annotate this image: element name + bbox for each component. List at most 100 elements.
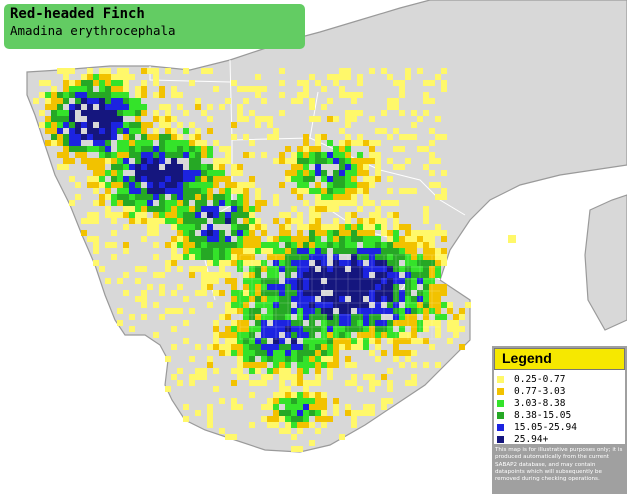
grid-cell	[381, 320, 387, 326]
grid-cell	[99, 122, 105, 128]
grid-cell	[237, 206, 243, 212]
grid-cell	[303, 146, 309, 152]
grid-cell	[177, 308, 183, 314]
grid-cell	[327, 266, 333, 272]
grid-cell	[297, 362, 303, 368]
grid-cell	[399, 320, 405, 326]
grid-cell	[81, 230, 87, 236]
grid-cell	[303, 416, 309, 422]
grid-cell	[309, 290, 315, 296]
grid-cell	[417, 278, 423, 284]
grid-cell	[291, 350, 297, 356]
grid-cell	[363, 410, 369, 416]
grid-cell	[435, 308, 441, 314]
grid-cell	[423, 284, 429, 290]
grid-cell	[51, 92, 57, 98]
grid-cell	[141, 200, 147, 206]
grid-cell	[291, 266, 297, 272]
grid-cell	[171, 254, 177, 260]
grid-cell	[315, 374, 321, 380]
grid-cell	[381, 272, 387, 278]
grid-cell	[333, 350, 339, 356]
grid-cell	[267, 236, 273, 242]
grid-cell	[129, 152, 135, 158]
grid-cell	[381, 350, 387, 356]
grid-cell	[237, 224, 243, 230]
grid-cell	[303, 332, 309, 338]
grid-cell	[249, 338, 255, 344]
grid-cell	[183, 230, 189, 236]
grid-cell	[201, 242, 207, 248]
grid-cell	[231, 122, 237, 128]
grid-cell	[333, 218, 339, 224]
grid-cell	[267, 278, 273, 284]
grid-cell	[273, 350, 279, 356]
grid-cell	[429, 296, 435, 302]
grid-cell	[225, 98, 231, 104]
grid-cell	[303, 326, 309, 332]
grid-cell	[411, 374, 417, 380]
grid-cell	[279, 338, 285, 344]
grid-cell	[345, 272, 351, 278]
grid-cell	[123, 110, 129, 116]
grid-cell	[357, 332, 363, 338]
grid-cell	[207, 416, 213, 422]
grid-cell	[273, 296, 279, 302]
grid-cell	[291, 374, 297, 380]
grid-cell	[273, 260, 279, 266]
legend-entry-label: 8.38-15.05	[514, 410, 572, 421]
grid-cell	[411, 350, 417, 356]
grid-cell	[423, 272, 429, 278]
grid-cell	[45, 104, 51, 110]
grid-cell	[261, 416, 267, 422]
grid-cell	[309, 362, 315, 368]
grid-cell	[225, 338, 231, 344]
grid-cell	[369, 380, 375, 386]
grid-cell	[321, 200, 327, 206]
grid-cell	[87, 134, 93, 140]
grid-cell	[369, 284, 375, 290]
grid-cell	[99, 140, 105, 146]
grid-cell	[411, 338, 417, 344]
grid-cell	[375, 128, 381, 134]
grid-cell	[297, 158, 303, 164]
grid-cell	[123, 188, 129, 194]
grid-cell	[261, 224, 267, 230]
grid-cell	[183, 242, 189, 248]
grid-cell	[327, 350, 333, 356]
grid-cell	[171, 344, 177, 350]
grid-cell	[285, 218, 291, 224]
grid-cell	[183, 224, 189, 230]
grid-cell	[285, 176, 291, 182]
grid-cell	[159, 140, 165, 146]
grid-cell	[429, 266, 435, 272]
grid-cell	[279, 236, 285, 242]
grid-cell	[135, 278, 141, 284]
grid-cell	[261, 290, 267, 296]
grid-cell	[333, 236, 339, 242]
grid-cell	[117, 278, 123, 284]
grid-cell	[159, 182, 165, 188]
grid-cell	[285, 224, 291, 230]
grid-cell	[219, 314, 225, 320]
grid-cell	[147, 164, 153, 170]
grid-cell	[441, 188, 447, 194]
grid-cell	[393, 242, 399, 248]
grid-cell	[345, 92, 351, 98]
grid-cell	[69, 200, 75, 206]
grid-cell	[381, 260, 387, 266]
grid-cell	[321, 356, 327, 362]
grid-cell	[315, 284, 321, 290]
legend-entry-label: 15.05-25.94	[514, 422, 577, 433]
grid-cell	[81, 80, 87, 86]
grid-cell	[303, 188, 309, 194]
grid-cell	[249, 314, 255, 320]
grid-cell	[135, 164, 141, 170]
grid-cell	[429, 278, 435, 284]
grid-cell	[327, 74, 333, 80]
grid-cell	[153, 230, 159, 236]
grid-cell	[387, 188, 393, 194]
grid-cell	[303, 86, 309, 92]
grid-cell	[81, 110, 87, 116]
